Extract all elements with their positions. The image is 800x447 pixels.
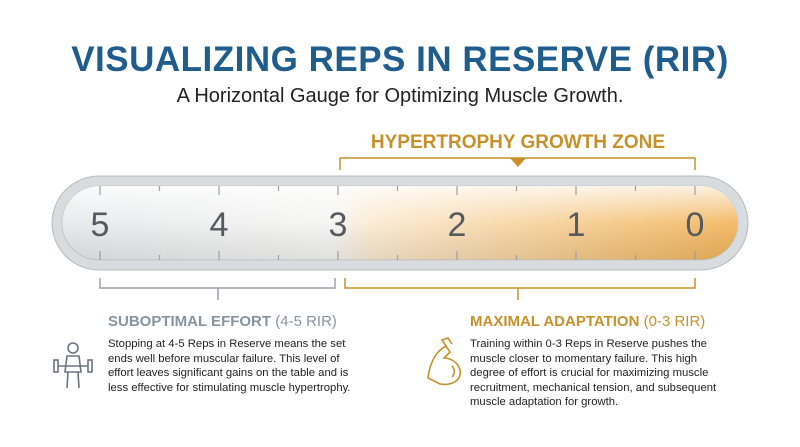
gauge-label: 0: [686, 206, 705, 244]
title: VISUALIZING REPS IN RESERVE (RIR): [71, 40, 729, 79]
gauge-gloss: [62, 186, 738, 260]
gauge-label: 2: [448, 206, 467, 244]
range-text: (4-5 RIR): [275, 313, 337, 330]
right-heading: MAXIMAL ADAPTATION (0-3 RIR): [470, 313, 705, 330]
lifter-icon: [53, 342, 93, 389]
flex-icon: [427, 337, 462, 386]
left-bracket: [99, 278, 336, 300]
gauge-label: 3: [329, 206, 348, 244]
zone-pointer: [510, 158, 526, 167]
subtitle: A Horizontal Gauge for Optimizing Muscle…: [176, 85, 624, 107]
zone-label: HYPERTROPHY GROWTH ZONE: [370, 132, 666, 153]
range-text: (0-3 RIR): [643, 313, 706, 330]
gauge-labels: 5 4 3 2 1 0: [91, 186, 705, 260]
left-text: Stopping at 4-5 Reps in Reserve means th…: [108, 338, 351, 394]
gauge-label: 4: [210, 206, 229, 244]
gauge-label: 5: [91, 206, 110, 244]
left-heading: SUBOPTIMAL EFFORT (4-5 RIR): [108, 313, 337, 330]
right-text: Training within 0-3 Reps in Reserve push…: [470, 338, 717, 409]
right-bracket: [344, 278, 696, 300]
heading-text: MAXIMAL ADAPTATION: [470, 313, 640, 330]
gauge-label: 1: [567, 206, 586, 244]
heading-text: SUBOPTIMAL EFFORT: [108, 313, 272, 330]
